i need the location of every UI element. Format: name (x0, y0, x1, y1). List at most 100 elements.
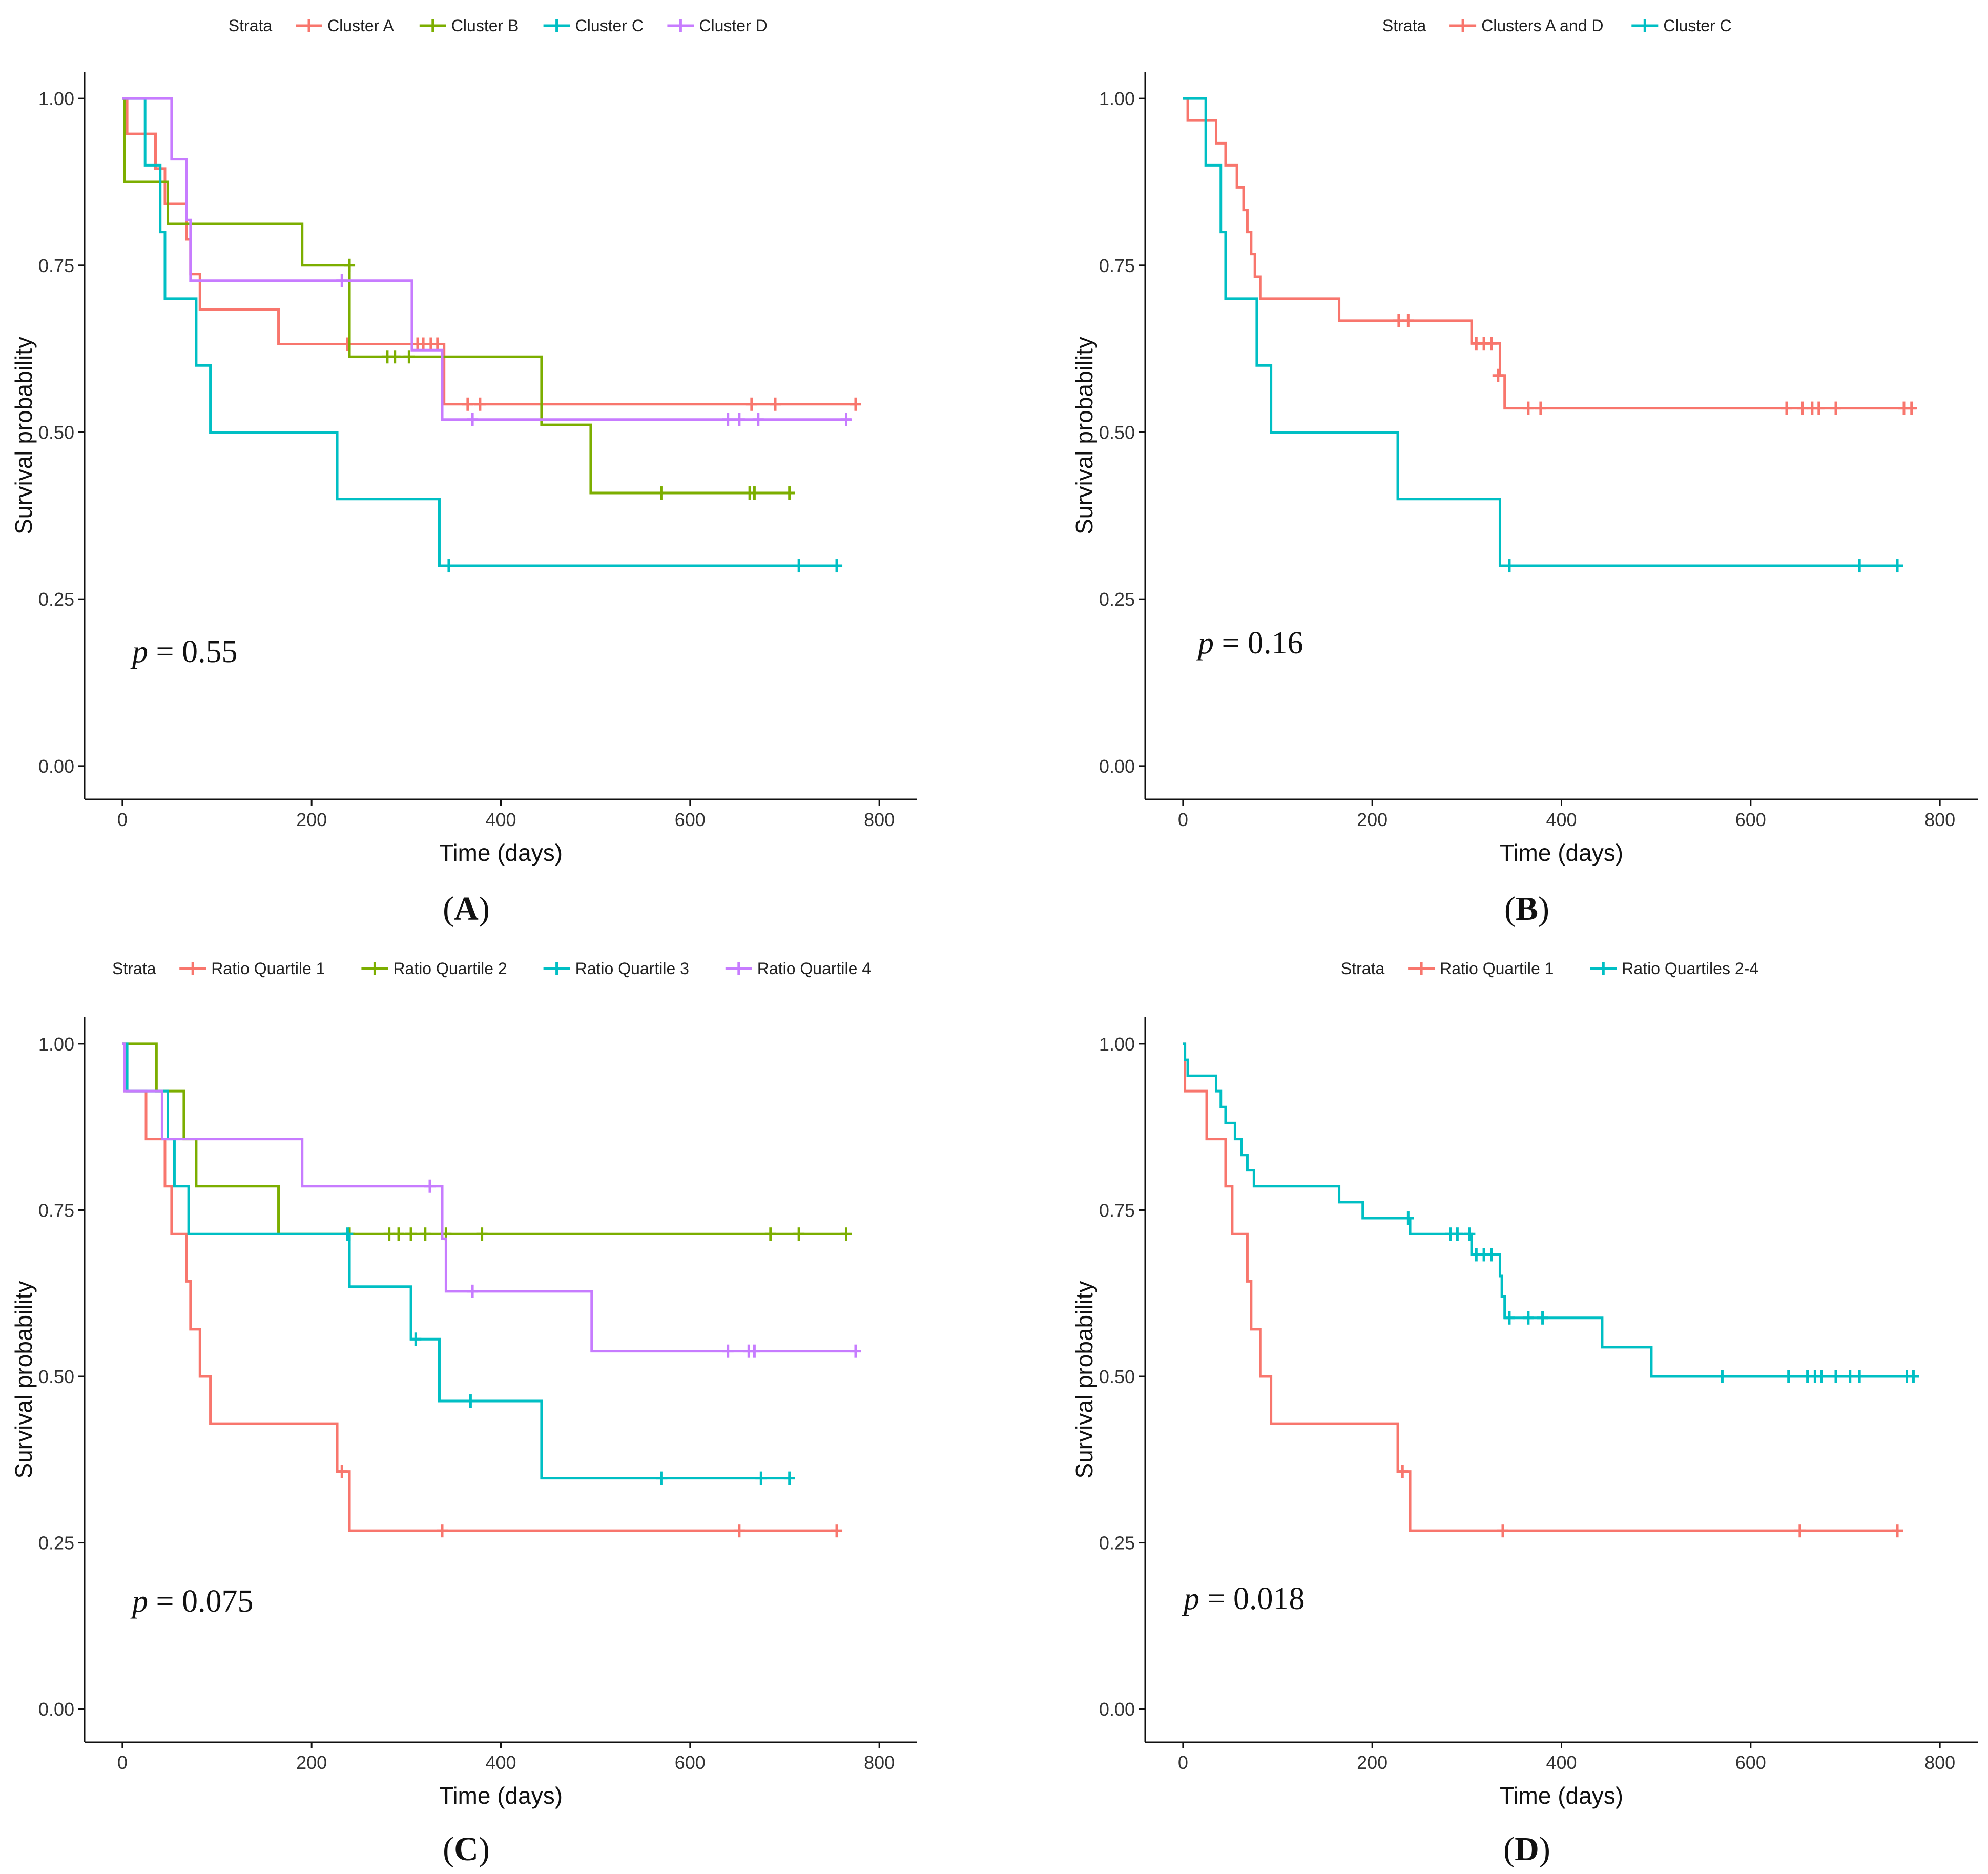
series-ratio-quartiles-2-4 (1183, 1042, 1919, 1384)
series-clusters-a-and-d (1183, 97, 1917, 415)
y-axis-title: Survival probability (1071, 1281, 1097, 1478)
p-symbol: p (130, 1584, 148, 1619)
y-tick-label: 0.00 (38, 756, 74, 777)
y-tick-label: 0.75 (38, 255, 74, 276)
p-value: = 0.55 (148, 634, 237, 669)
legend-item-label: Ratio Quartile 1 (1440, 959, 1554, 978)
y-axis-title: Survival probability (10, 337, 37, 534)
x-tick-label: 400 (485, 809, 516, 830)
survival-curve (122, 97, 856, 406)
p-value: = 0.16 (1214, 626, 1303, 661)
x-tick-label: 600 (675, 809, 706, 830)
legend-title: Strata (229, 16, 273, 35)
p-symbol: p (1182, 1581, 1199, 1616)
p-value-label: p = 0.075 (130, 1584, 253, 1619)
panel-label: (B) (1504, 890, 1549, 928)
p-value-label: p = 0.018 (1182, 1581, 1304, 1616)
survival-curve (122, 97, 790, 495)
legend-item-label: Clusters A and D (1481, 16, 1603, 35)
x-tick-label: 600 (675, 1752, 706, 1773)
panel-D: Strata Ratio Quartile 1 Ratio Quartiles 2-… (1071, 959, 1978, 1868)
x-tick-label: 400 (1546, 809, 1577, 830)
series-cluster-c (1183, 97, 1903, 573)
y-tick-label: 0.50 (1099, 422, 1135, 443)
survival-curve (122, 1042, 837, 1532)
x-tick-label: 800 (1924, 809, 1955, 830)
x-tick-label: 0 (117, 1752, 128, 1773)
x-tick-label: 200 (1357, 1752, 1388, 1773)
y-axis-title: Survival probability (1071, 337, 1097, 534)
x-tick-label: 0 (1178, 1752, 1188, 1773)
legend-item-label: Ratio Quartile 1 (211, 959, 325, 978)
x-tick-label: 800 (1924, 1752, 1955, 1773)
p-value-label: p = 0.55 (130, 634, 237, 669)
legend-item-label: Cluster A (327, 16, 394, 35)
series-ratio-quartile-1 (122, 1042, 843, 1538)
survival-curve (1183, 97, 1898, 567)
legend-item-label: Ratio Quartile 3 (575, 959, 689, 978)
panel-label: (A) (443, 890, 490, 928)
panel-label-close: ) (479, 1830, 490, 1868)
y-tick-label: 0.75 (38, 1200, 74, 1221)
panel-label-open: ( (1504, 890, 1516, 928)
series-ratio-quartile-3 (122, 1042, 795, 1485)
y-tick-label: 0.25 (1099, 589, 1135, 610)
panel-B: Strata Clusters A and D Cluster C 0.00 0.25 0… (1071, 16, 1978, 928)
y-tick-label: 1.00 (38, 88, 74, 109)
panel-label-letter: A (454, 890, 479, 928)
panel-label-letter: C (454, 1830, 479, 1868)
legend: Strata Clusters A and D Cluster C (1382, 16, 1732, 35)
legend-item-label: Cluster B (451, 16, 519, 35)
x-tick-label: 0 (117, 809, 128, 830)
survival-curve (122, 97, 851, 421)
y-tick-label: 0.50 (1099, 1366, 1135, 1387)
panel-label: (D) (1503, 1830, 1550, 1868)
series-cluster-c (122, 97, 843, 573)
p-symbol: p (130, 634, 148, 669)
survival-curve (1183, 1042, 1916, 1378)
panel-A: Strata Cluster A Cluster B Cluster C Cluster… (10, 16, 917, 928)
x-tick-label: 200 (296, 809, 327, 830)
y-tick-label: 0.50 (38, 422, 74, 443)
panel-label-close: ) (1539, 1830, 1550, 1868)
survival-curve (1183, 1042, 1898, 1532)
series-cluster-d (122, 97, 852, 426)
x-tick-label: 0 (1178, 809, 1188, 830)
y-tick-label: 0.75 (1099, 1200, 1135, 1221)
y-tick-label: 0.25 (38, 1533, 74, 1554)
series-cluster-b (122, 97, 795, 500)
x-axis-title: Time (days) (1500, 1782, 1623, 1809)
x-tick-label: 800 (864, 809, 895, 830)
x-tick-label: 200 (1357, 809, 1388, 830)
legend-item-label: Cluster C (575, 16, 644, 35)
x-tick-label: 400 (485, 1752, 516, 1773)
p-symbol: p (1196, 626, 1214, 661)
p-value: = 0.018 (1199, 1581, 1304, 1616)
panel-label: (C) (443, 1830, 490, 1868)
panel-label-open: ( (1503, 1830, 1515, 1868)
panel-label-letter: B (1516, 890, 1538, 928)
survival-curve (122, 1042, 856, 1353)
x-tick-label: 600 (1735, 1752, 1766, 1773)
legend-title: Strata (1341, 959, 1385, 978)
x-tick-label: 400 (1546, 1752, 1577, 1773)
legend-item-label: Cluster C (1663, 16, 1731, 35)
p-value-label: p = 0.16 (1196, 626, 1303, 661)
y-tick-label: 1.00 (38, 1034, 74, 1055)
legend-item-label: Ratio Quartiles 2-4 (1622, 959, 1758, 978)
y-axis-title: Survival probability (10, 1281, 37, 1478)
survival-curve (122, 1042, 790, 1480)
y-tick-label: 0.50 (38, 1366, 74, 1387)
panel-label-letter: D (1515, 1830, 1539, 1868)
panel-C: Strata Ratio Quartile 1 Ratio Quartile 2 Ra… (10, 959, 917, 1868)
legend-title: Strata (112, 959, 156, 978)
y-tick-label: 1.00 (1099, 1034, 1135, 1055)
panel-label-close: ) (1538, 890, 1549, 928)
survival-curve (1183, 97, 1916, 410)
series-ratio-quartile-4 (122, 1042, 861, 1358)
y-tick-label: 0.00 (1099, 1699, 1135, 1720)
x-axis-title: Time (days) (439, 839, 563, 866)
x-tick-label: 200 (296, 1752, 327, 1773)
survival-curve (122, 97, 837, 567)
series-cluster-a (122, 97, 861, 411)
